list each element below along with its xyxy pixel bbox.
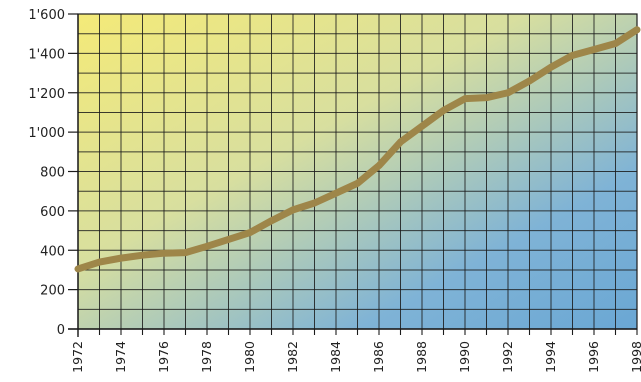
y-tick-label: 600: [40, 205, 65, 220]
x-tick-label: 1992: [500, 341, 515, 373]
x-tick-label: 1986: [371, 341, 386, 373]
y-tick-label: 1'600: [28, 8, 65, 23]
y-tick-label: 400: [40, 244, 65, 259]
x-tick-label: 1982: [285, 341, 300, 373]
x-tick-label: 1978: [199, 341, 214, 373]
x-tick-label: 1972: [70, 341, 85, 373]
y-tick-label: 800: [40, 166, 65, 181]
y-tick-label: 1'200: [28, 87, 65, 102]
y-tick-label: 200: [40, 284, 65, 299]
y-tick-label: 0: [57, 323, 65, 338]
y-tick-label: 1'000: [28, 126, 65, 141]
x-tick-label: 1984: [328, 341, 343, 373]
x-tick-label: 1996: [586, 341, 601, 373]
y-tick-label: 1'400: [28, 47, 65, 62]
x-tick-label: 1974: [113, 341, 128, 373]
x-tick-label: 1976: [156, 341, 171, 373]
x-tick-label: 1980: [242, 341, 257, 373]
x-tick-label: 1988: [414, 341, 429, 373]
x-tick-label: 1998: [629, 341, 641, 373]
x-tick-label: 1994: [543, 341, 558, 373]
x-tick-label: 1990: [457, 341, 472, 373]
series-line: [74, 26, 641, 273]
